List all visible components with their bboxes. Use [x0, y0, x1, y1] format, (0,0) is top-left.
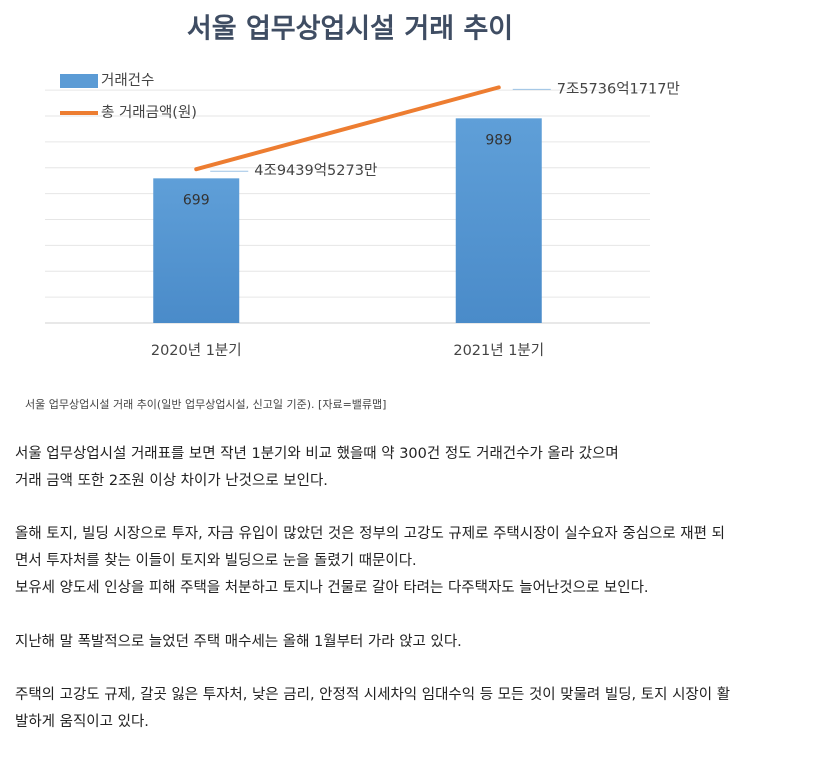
paragraph: 주택의 고강도 규제, 갈곳 잃은 투자처, 낮은 금리, 안정적 시세차익 임…: [15, 682, 820, 736]
text-line: 발하게 움직이고 있다.: [15, 713, 149, 730]
article-body: 서울 업무상업시설 거래표를 보면 작년 1분기와 비교 했을때 약 300건 …: [15, 441, 820, 763]
chart-title: 서울 업무상업시설 거래 추이: [187, 14, 513, 45]
text-line: 지난해 말 폭발적으로 늘었던 주택 매수세는 올해 1월부터 가라 앉고 있다…: [15, 633, 462, 650]
x-tick-label: 2021년 1분기: [453, 342, 544, 359]
line-value-label: 4조9439억5273만: [254, 162, 377, 179]
text-line: 주택의 고강도 규제, 갈곳 잃은 투자처, 낮은 금리, 안정적 시세차익 임…: [15, 687, 731, 704]
paragraph: 지난해 말 폭발적으로 늘었던 주택 매수세는 올해 1월부터 가라 앉고 있다…: [15, 629, 820, 656]
bar-value-label: 989: [485, 132, 512, 148]
text-line: 면서 투자처를 찾는 이들이 토지와 빌딩으로 눈을 돌렸기 때문이다.: [15, 553, 417, 570]
text-line: 보유세 양도세 인상을 피해 주택을 처분하고 토지나 건물로 갈아 타려는 다…: [15, 579, 649, 596]
caption: 서울 업무상업시설 거래 추이(일반 업무상업시설, 신고일 기준). [자료=…: [25, 398, 387, 411]
bar: [153, 178, 240, 323]
chart: 서울 업무상업시설 거래 추이 699 989 4조9439억5273만 7조5736…: [45, 14, 680, 359]
line-series: [194, 85, 501, 172]
x-tick-label: 2020년 1분기: [151, 342, 242, 359]
paragraph: 올해 토지, 빌딩 시장으로 투자, 자금 유입이 많았던 것은 정부의 고강도…: [15, 521, 820, 601]
paragraph: 서울 업무상업시설 거래표를 보면 작년 1분기와 비교 했을때 약 300건 …: [15, 441, 820, 495]
line-value-label: 7조5736억1717만: [557, 80, 680, 97]
legend-swatch: [60, 74, 98, 88]
legend-label: 총 거래금액(원): [101, 104, 197, 121]
legend-label: 거래건수: [101, 72, 154, 89]
text-line: 올해 토지, 빌딩 시장으로 투자, 자금 유입이 많았던 것은 정부의 고강도…: [15, 526, 725, 543]
bar-value-label: 699: [183, 192, 210, 208]
bar: [455, 118, 542, 323]
text-line: 거래 금액 또한 2조원 이상 차이가 난것으로 보인다.: [15, 472, 328, 489]
text-line: 서울 업무상업시설 거래표를 보면 작년 1분기와 비교 했을때 약 300건 …: [15, 446, 619, 462]
